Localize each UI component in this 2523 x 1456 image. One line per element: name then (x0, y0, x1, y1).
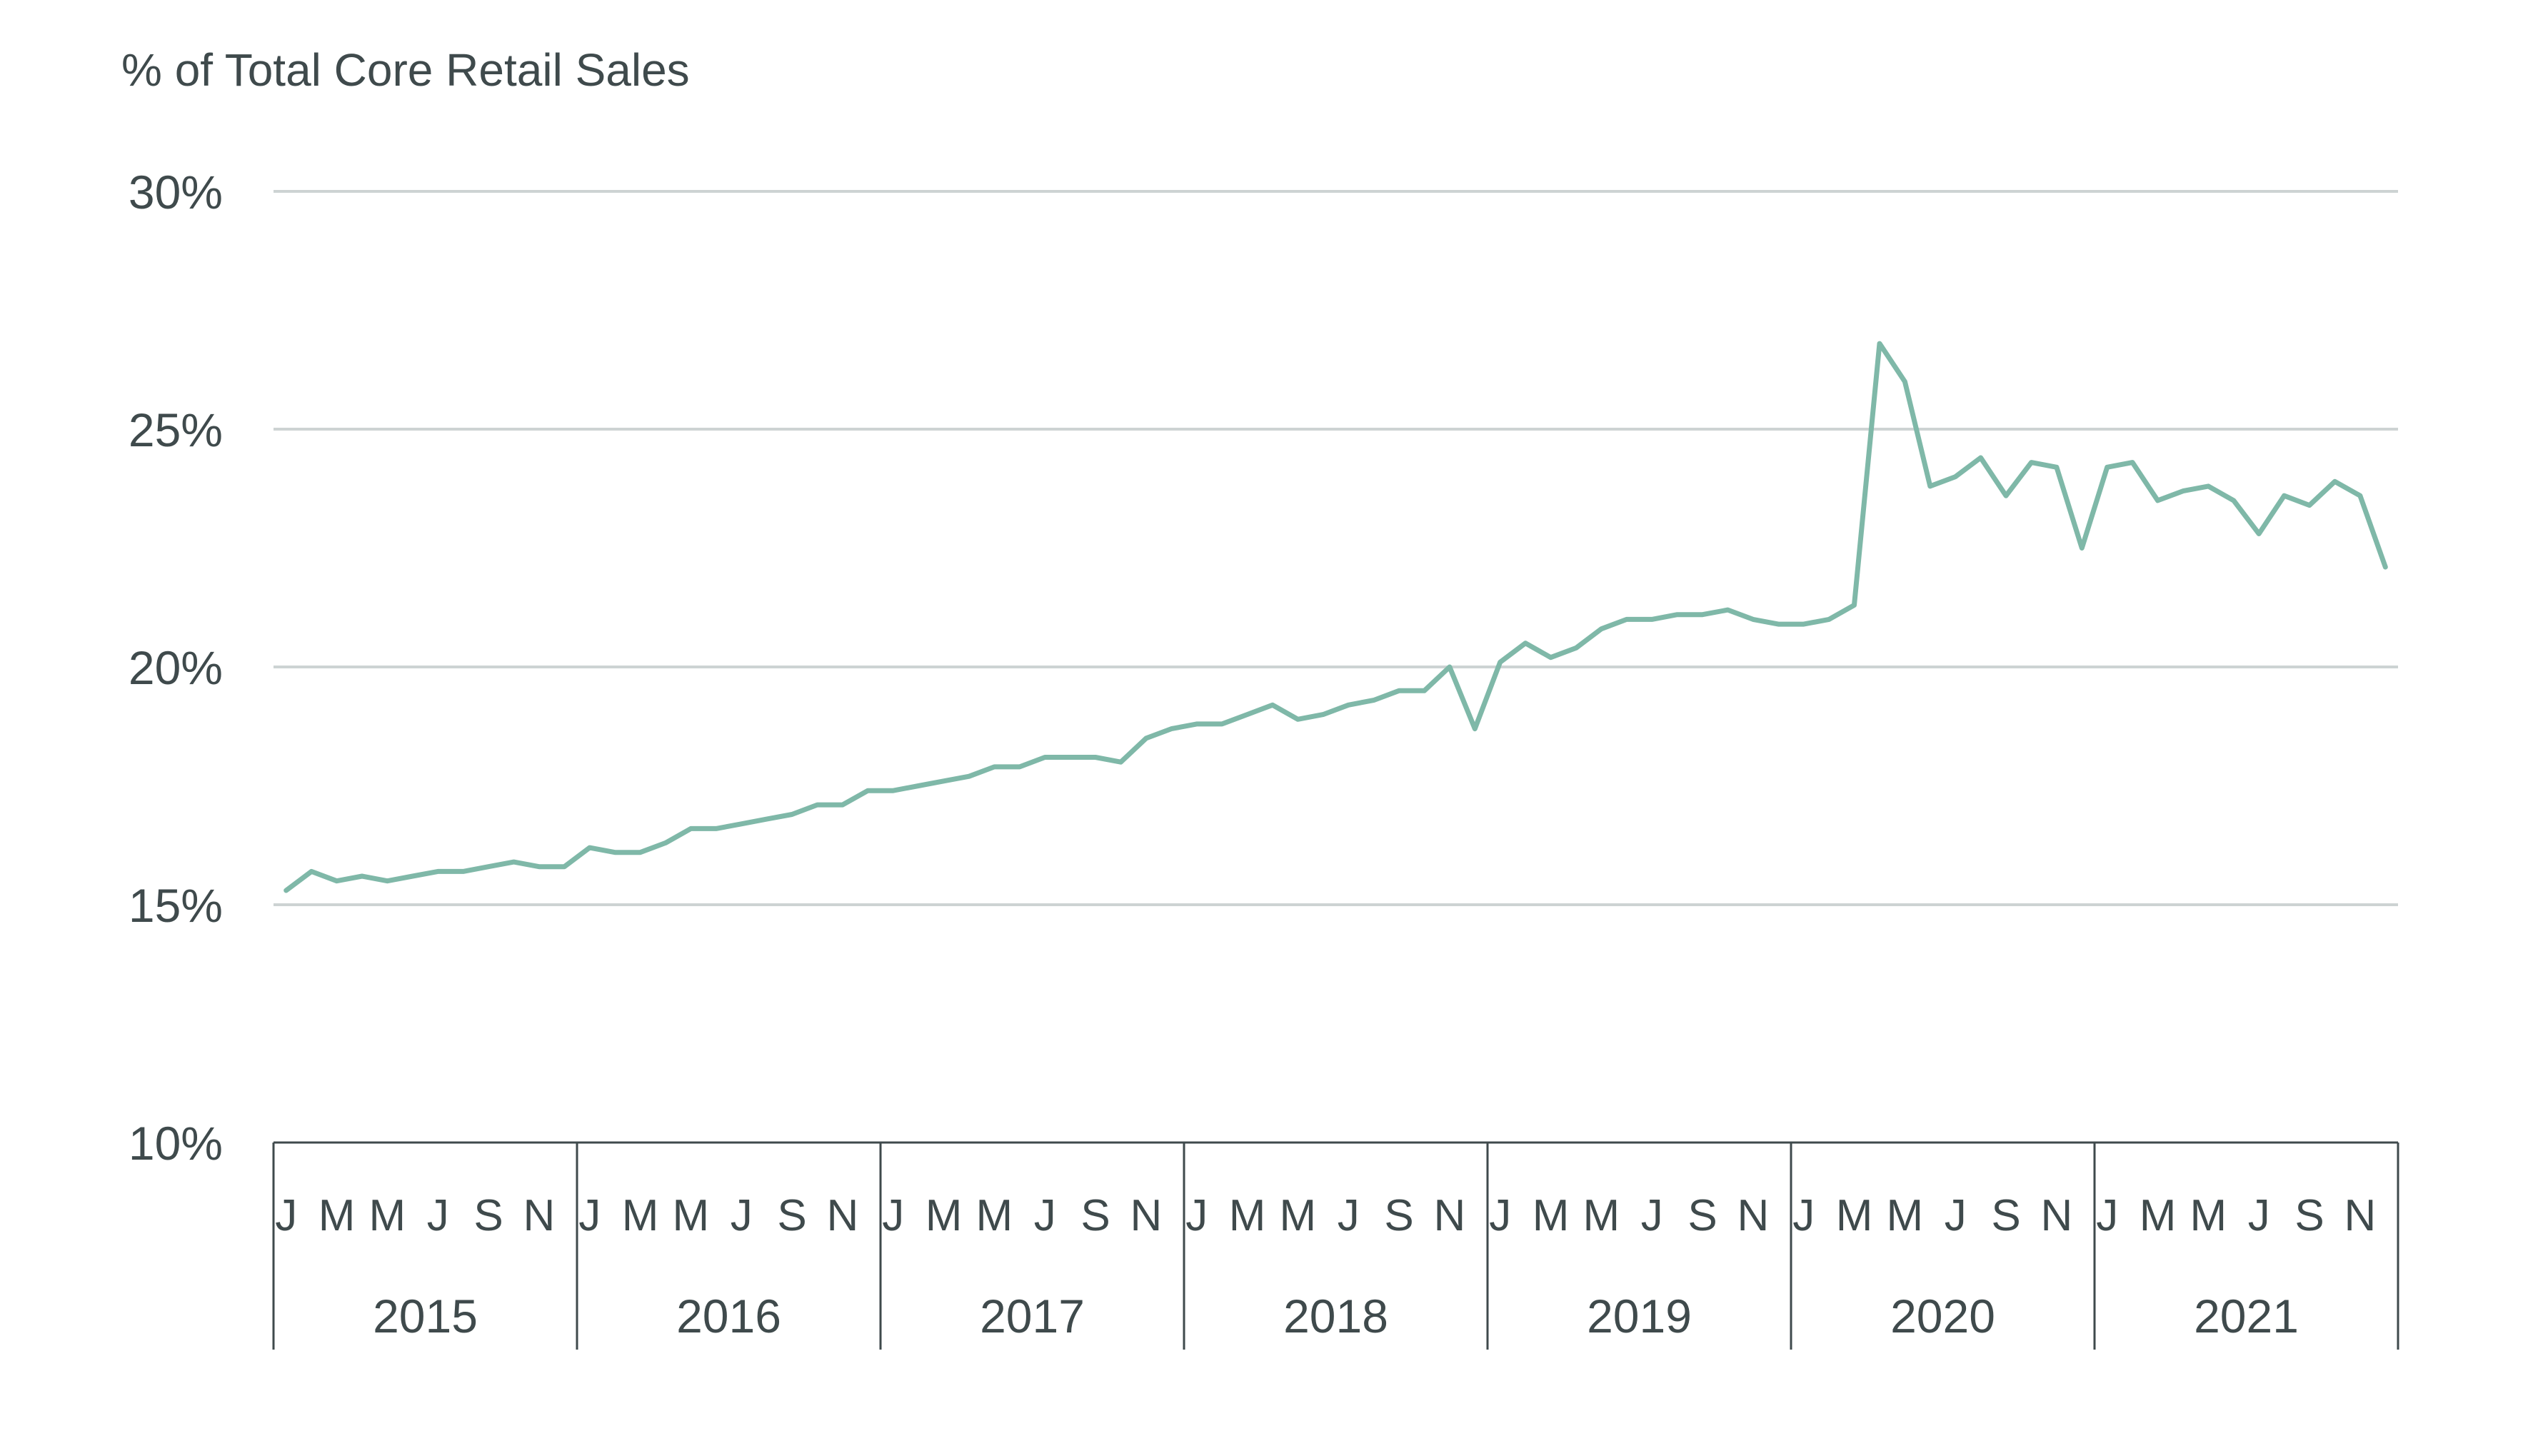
chart-title: % of Total Core Retail Sales (121, 44, 690, 96)
y-axis-tick-labels: 10% 15% 20% 25% 30% (129, 166, 223, 1170)
month-tick-label: S (1991, 1191, 2020, 1240)
series-line-group (284, 341, 2388, 893)
month-tick-label: M (318, 1191, 356, 1240)
month-tick-label: S (1384, 1191, 1413, 1240)
month-tick-label: M (2140, 1191, 2177, 1240)
month-tick-label: J (882, 1191, 904, 1240)
year-label: 2020 (1890, 1290, 1995, 1342)
month-tick-label: S (473, 1191, 503, 1240)
year-label: 2019 (1587, 1290, 1692, 1342)
month-tick-label: J (1489, 1191, 1511, 1240)
y-tick-label: 25% (129, 403, 223, 456)
month-tick-label: J (2248, 1191, 2270, 1240)
month-tick-label: S (2294, 1191, 2324, 1240)
month-tick-label: M (1887, 1191, 1924, 1240)
year-label: 2015 (373, 1290, 478, 1342)
month-tick-label: J (1641, 1191, 1663, 1240)
month-tick-label: J (275, 1191, 297, 1240)
month-tick-label: M (1583, 1191, 1620, 1240)
y-tick-label: 30% (129, 166, 223, 219)
y-tick-label: 10% (129, 1117, 223, 1170)
month-tick-label: M (1280, 1191, 1317, 1240)
month-tick-label: M (926, 1191, 963, 1240)
y-tick-label: 15% (129, 879, 223, 932)
month-tick-label: N (1433, 1191, 1465, 1240)
year-label: 2021 (2194, 1290, 2299, 1342)
gridlines (274, 190, 2398, 906)
month-tick-label: N (2344, 1191, 2376, 1240)
month-tick-label: N (1737, 1191, 1769, 1240)
month-tick-label: J (1338, 1191, 1360, 1240)
year-label: 2018 (1283, 1290, 1388, 1342)
month-tick-label: J (578, 1191, 601, 1240)
month-tick-label: N (523, 1191, 555, 1240)
month-tick-label: J (1034, 1191, 1056, 1240)
month-tick-label: M (673, 1191, 710, 1240)
month-tick-label: N (1130, 1191, 1162, 1240)
month-tick-label: J (2096, 1191, 2118, 1240)
year-label: 2017 (980, 1290, 1085, 1342)
month-tick-label: J (1945, 1191, 1967, 1240)
month-tick-label: J (1185, 1191, 1208, 1240)
month-tick-label: M (369, 1191, 406, 1240)
series-line (284, 341, 2388, 893)
month-tick-label: J (427, 1191, 449, 1240)
month-tick-label: M (976, 1191, 1013, 1240)
month-tick-label: M (1836, 1191, 1873, 1240)
month-tick-label: N (826, 1191, 858, 1240)
month-tick-label: S (777, 1191, 806, 1240)
month-tick-label: M (2190, 1191, 2227, 1240)
month-tick-label: J (731, 1191, 753, 1240)
month-tick-label: M (622, 1191, 659, 1240)
month-tick-label: S (1080, 1191, 1110, 1240)
month-tick-label: M (1533, 1191, 1570, 1240)
year-label: 2016 (676, 1290, 781, 1342)
month-tick-label: N (2040, 1191, 2072, 1240)
month-tick-label: S (1687, 1191, 1717, 1240)
x-axis (272, 1141, 2399, 1350)
month-tick-label: M (1229, 1191, 1266, 1240)
month-tick-label: J (1792, 1191, 1815, 1240)
y-tick-label: 20% (129, 641, 223, 694)
